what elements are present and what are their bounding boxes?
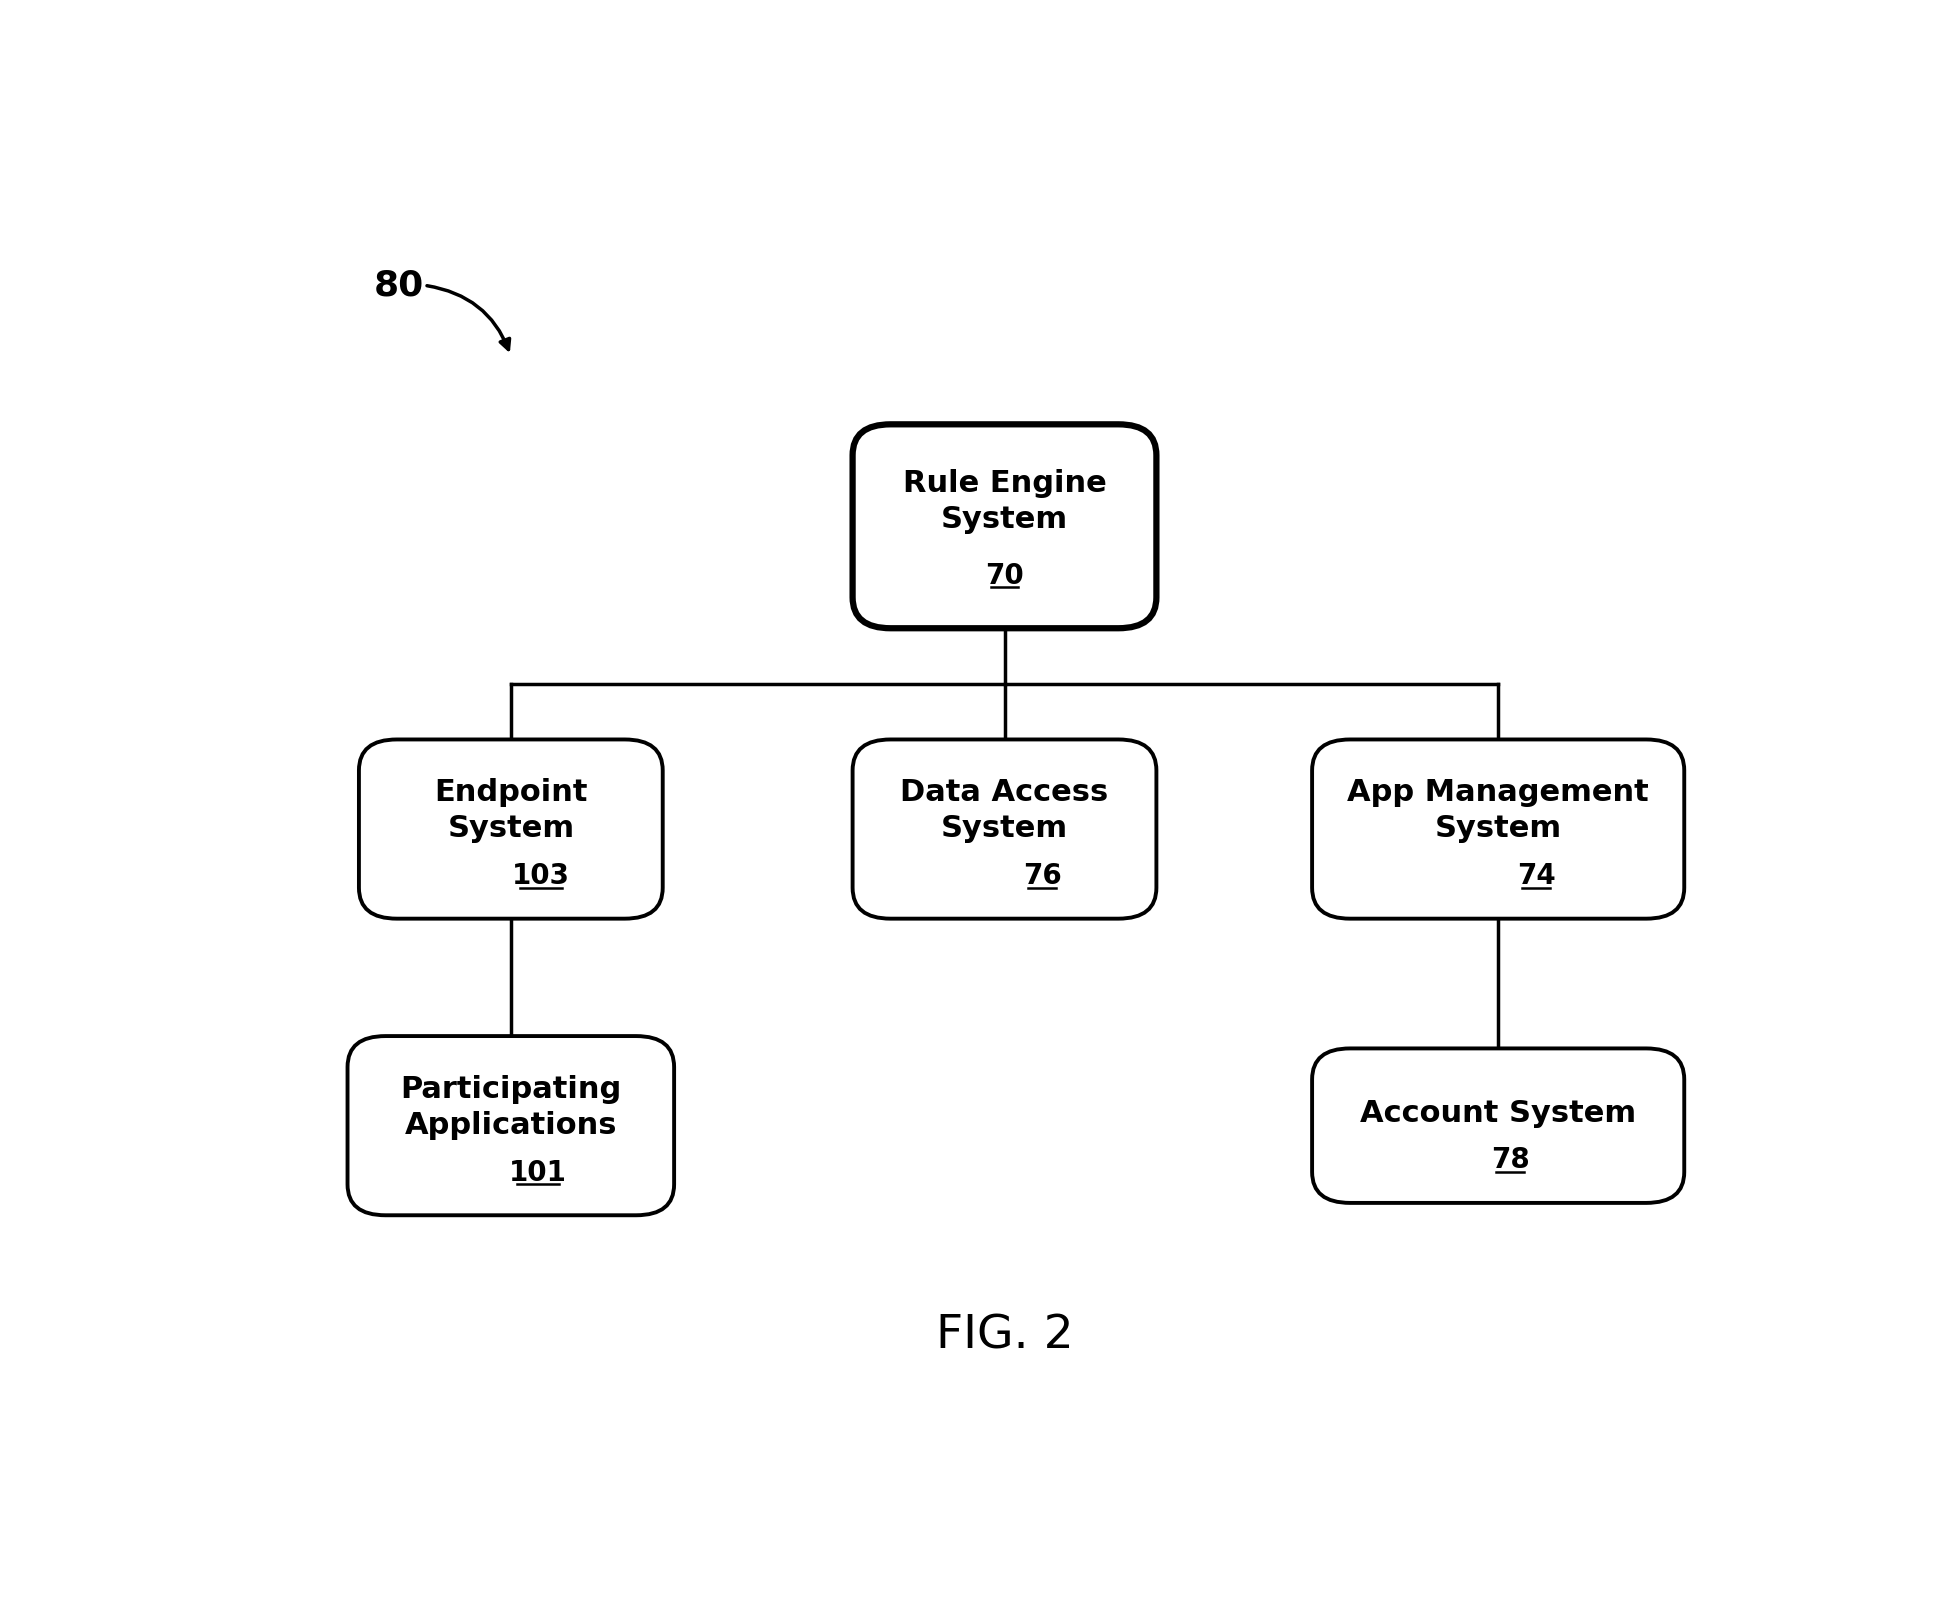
Text: 103: 103 bbox=[512, 862, 570, 891]
Text: 70: 70 bbox=[986, 562, 1023, 589]
Text: FIG. 2: FIG. 2 bbox=[935, 1313, 1074, 1358]
FancyBboxPatch shape bbox=[359, 740, 662, 918]
Text: Rule Engine
System: Rule Engine System bbox=[904, 469, 1105, 534]
FancyBboxPatch shape bbox=[853, 424, 1156, 628]
FancyBboxPatch shape bbox=[1311, 740, 1684, 918]
Text: Account System: Account System bbox=[1360, 1099, 1637, 1128]
Text: Participating
Applications: Participating Applications bbox=[400, 1075, 621, 1140]
Text: Endpoint
System: Endpoint System bbox=[433, 778, 588, 843]
Text: 101: 101 bbox=[510, 1159, 566, 1186]
FancyBboxPatch shape bbox=[1311, 1048, 1684, 1202]
FancyBboxPatch shape bbox=[853, 740, 1156, 918]
Text: Data Access
System: Data Access System bbox=[900, 778, 1109, 843]
Text: 74: 74 bbox=[1517, 862, 1556, 891]
Text: App Management
System: App Management System bbox=[1347, 778, 1648, 843]
Text: 80: 80 bbox=[374, 268, 425, 302]
Text: 76: 76 bbox=[1023, 862, 1062, 891]
Text: 78: 78 bbox=[1492, 1146, 1529, 1175]
FancyBboxPatch shape bbox=[347, 1037, 674, 1215]
